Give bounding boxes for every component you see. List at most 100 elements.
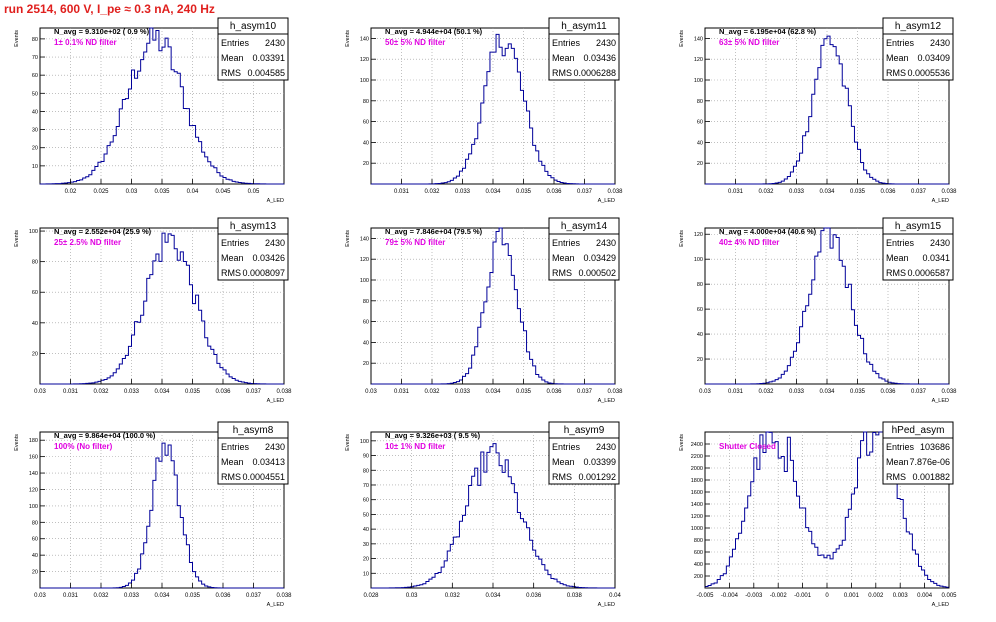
stats-mean-label: Mean xyxy=(221,253,244,263)
stats-rms-value: 0.000502 xyxy=(578,268,616,278)
x-tick-label: 0.037 xyxy=(246,389,262,395)
y-tick-label: 10 xyxy=(32,164,38,170)
x-tick-label: 0.031 xyxy=(394,389,410,395)
x-axis-title: A_LED xyxy=(267,602,284,608)
histogram-panel-h_asym10: 0.02 0.025 0.03 0.035 0.04 0.045 0.05 10 20 30 40 5… xyxy=(14,17,289,204)
x-tick-label: 0.033 xyxy=(124,389,140,395)
y-tick-label: 70 xyxy=(32,55,38,61)
x-tick-label: -0.005 xyxy=(696,593,714,599)
x-tick-label: 0.035 xyxy=(516,389,532,395)
stats-entries-value: 2430 xyxy=(596,238,616,248)
y-axis-title: Events xyxy=(679,230,685,247)
x-tick-label: 0.037 xyxy=(911,189,927,195)
y-tick-label: 20 xyxy=(363,557,369,563)
x-axis-title: A_LED xyxy=(932,602,949,608)
x-tick-label: 0.032 xyxy=(93,593,109,599)
stats-mean-label: Mean xyxy=(886,253,909,263)
stats-entries-label: Entries xyxy=(552,238,581,248)
y-tick-label: 1400 xyxy=(691,502,703,508)
histogram-panel-h_asym11: 0.031 0.032 0.033 0.034 0.035 0.036 0.037 0.038… xyxy=(345,17,623,204)
y-tick-label: 600 xyxy=(694,550,703,556)
x-tick-label: 0.036 xyxy=(546,389,562,395)
stats-entries-label: Entries xyxy=(886,38,915,48)
histogram-panel-h_asym9: 0.028 0.03 0.032 0.034 0.036 0.038 0.04 10 20 30 4… xyxy=(345,421,621,608)
filter-annotation: 63± 5% ND filter xyxy=(719,38,779,47)
x-tick-label: 0.03 xyxy=(34,389,46,395)
x-tick-label: 0.002 xyxy=(868,593,884,599)
x-axis-title: A_LED xyxy=(932,398,949,404)
x-tick-label: 0.031 xyxy=(728,389,744,395)
x-tick-label: -0.001 xyxy=(794,593,812,599)
navg-label: N_avg = 9.864e+04 (100.0 %) xyxy=(54,431,156,440)
stats-mean-value: 0.03429 xyxy=(583,253,616,263)
x-tick-label: 0.033 xyxy=(124,593,140,599)
x-tick-label: 0.031 xyxy=(63,389,79,395)
histogram-panel-hPed_asym: -0.005 -0.004 -0.003 -0.002 -0.001 0 0.001 0.00… xyxy=(679,421,957,608)
y-axis-title: Events xyxy=(14,30,20,47)
y-tick-label: 60 xyxy=(363,120,369,126)
y-tick-label: 80 xyxy=(32,260,38,266)
x-tick-label: 0.045 xyxy=(215,189,231,195)
x-tick-label: 0.038 xyxy=(607,189,623,195)
y-tick-label: 50 xyxy=(32,91,38,97)
stats-rms-label: RMS xyxy=(221,68,241,78)
filter-annotation: 100% (No filter) xyxy=(54,442,113,451)
y-tick-label: 20 xyxy=(363,361,369,367)
stats-box-title: h_asym8 xyxy=(233,425,274,436)
stats-mean-value: 0.03399 xyxy=(583,457,616,467)
x-tick-label: 0.034 xyxy=(819,189,835,195)
x-axis-title: A_LED xyxy=(598,602,615,608)
stats-mean-label: Mean xyxy=(552,53,575,63)
x-tick-label: 0.034 xyxy=(154,389,170,395)
y-tick-label: 100 xyxy=(29,504,38,510)
stats-mean-value: 0.03391 xyxy=(252,53,285,63)
y-tick-label: 20 xyxy=(32,570,38,576)
x-tick-label: 0.032 xyxy=(93,389,109,395)
x-tick-label: 0.034 xyxy=(485,593,501,599)
stats-box-title: h_asym15 xyxy=(895,221,942,232)
y-tick-label: 120 xyxy=(29,487,38,493)
y-tick-label: 80 xyxy=(697,282,703,288)
stats-rms-label: RMS xyxy=(552,268,572,278)
x-tick-label: 0.033 xyxy=(455,189,471,195)
x-tick-label: 0.033 xyxy=(789,189,805,195)
x-tick-label: 0.04 xyxy=(609,593,621,599)
filter-annotation: 50± 5% ND filter xyxy=(385,38,445,47)
x-tick-label: 0.038 xyxy=(941,389,957,395)
histogram-panel-h_asym13: 0.03 0.031 0.032 0.033 0.034 0.035 0.036 0.037 0… xyxy=(14,217,292,404)
y-tick-label: 60 xyxy=(363,320,369,326)
x-tick-label: -0.002 xyxy=(770,593,788,599)
stats-box: h_asym8 Entries 2430 Mean 0.03413 RMS 0.000455… xyxy=(217,421,289,485)
y-tick-label: 40 xyxy=(363,527,369,533)
x-tick-label: 0.032 xyxy=(758,389,774,395)
stats-entries-value: 2430 xyxy=(596,442,616,452)
y-tick-label: 60 xyxy=(363,498,369,504)
y-tick-label: 80 xyxy=(697,99,703,105)
stats-box-title: h_asym12 xyxy=(895,21,942,32)
x-tick-label: 0.034 xyxy=(819,389,835,395)
stats-entries-value: 2430 xyxy=(265,38,285,48)
x-tick-label: -0.004 xyxy=(721,593,739,599)
stats-rms-label: RMS xyxy=(221,472,241,482)
stats-box-frame xyxy=(882,17,954,81)
stats-entries-value: 2430 xyxy=(265,238,285,248)
x-tick-label: 0.037 xyxy=(577,189,593,195)
stats-entries-label: Entries xyxy=(886,238,915,248)
y-tick-label: 100 xyxy=(360,278,369,284)
navg-label: N_avg = 2.552e+04 (25.9 %) xyxy=(54,227,152,236)
stats-box-title: hPed_asym xyxy=(892,425,945,436)
filter-annotation: 79± 5% ND filter xyxy=(385,238,445,247)
y-tick-label: 120 xyxy=(694,57,703,63)
y-tick-label: 100 xyxy=(360,78,369,84)
x-axis-title: A_LED xyxy=(932,198,949,204)
y-tick-label: 30 xyxy=(363,542,369,548)
y-tick-label: 140 xyxy=(360,36,369,42)
x-tick-label: 0.038 xyxy=(607,389,623,395)
y-tick-label: 20 xyxy=(697,357,703,363)
stats-mean-value: 0.0341 xyxy=(922,253,950,263)
x-tick-label: 0.032 xyxy=(424,389,440,395)
x-tick-label: 0.034 xyxy=(485,389,501,395)
x-tick-label: 0.038 xyxy=(276,389,292,395)
x-tick-label: -0.003 xyxy=(745,593,763,599)
y-tick-label: 180 xyxy=(29,438,38,444)
